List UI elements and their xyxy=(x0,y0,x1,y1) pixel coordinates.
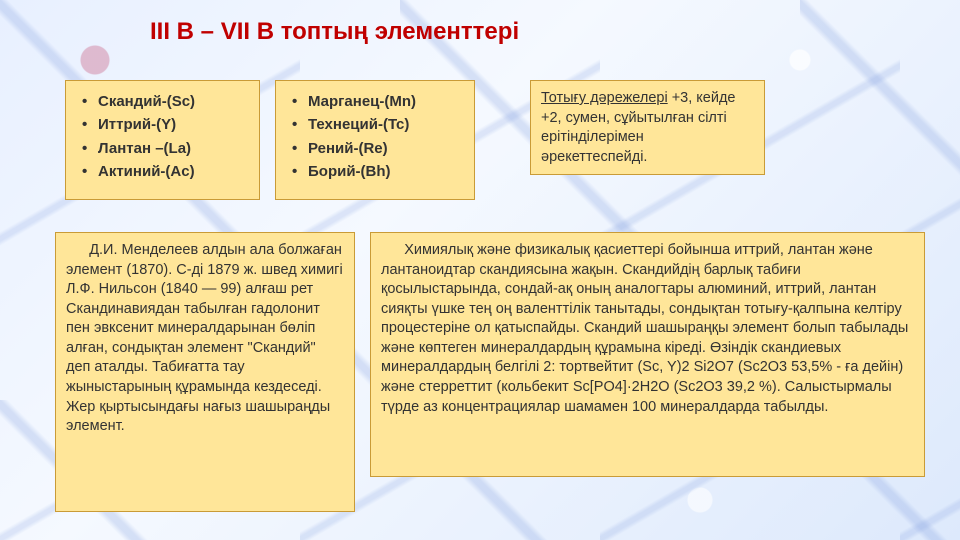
properties-box: Химиялық және физикалық қасиеттері бойын… xyxy=(370,232,925,477)
mendeleev-text: Д.И. Менделеев алдын ала болжаған элемен… xyxy=(66,241,344,437)
elements-box-middle: Марганец-(Mn) Технеций-(Tc) Рений-(Re) Б… xyxy=(275,80,475,200)
list-item: Технеций-(Tc) xyxy=(292,115,464,135)
list-item: Борий-(Bh) xyxy=(292,162,464,182)
list-item: Марганец-(Mn) xyxy=(292,92,464,112)
list-item: Актиний-(Ac) xyxy=(82,162,249,182)
list-item: Рений-(Re) xyxy=(292,139,464,159)
oxidation-box: Тотығу дәрежелері +3, кейде +2, сумен, с… xyxy=(530,80,765,175)
list-item: Лантан –(La) xyxy=(82,139,249,159)
mendeleev-box: Д.И. Менделеев алдын ала болжаған элемен… xyxy=(55,232,355,512)
properties-text: Химиялық және физикалық қасиеттері бойын… xyxy=(381,241,914,417)
list-item: Скандий-(Sc) xyxy=(82,92,249,112)
oxidation-label: Тотығу дәрежелері xyxy=(541,90,668,106)
elements-box-left: Скандий-(Sc) Иттрий-(Y) Лантан –(La) Акт… xyxy=(65,80,260,200)
list-item: Иттрий-(Y) xyxy=(82,115,249,135)
slide-title: ІІІ В – VІІ В топтың элементтері xyxy=(150,18,519,46)
